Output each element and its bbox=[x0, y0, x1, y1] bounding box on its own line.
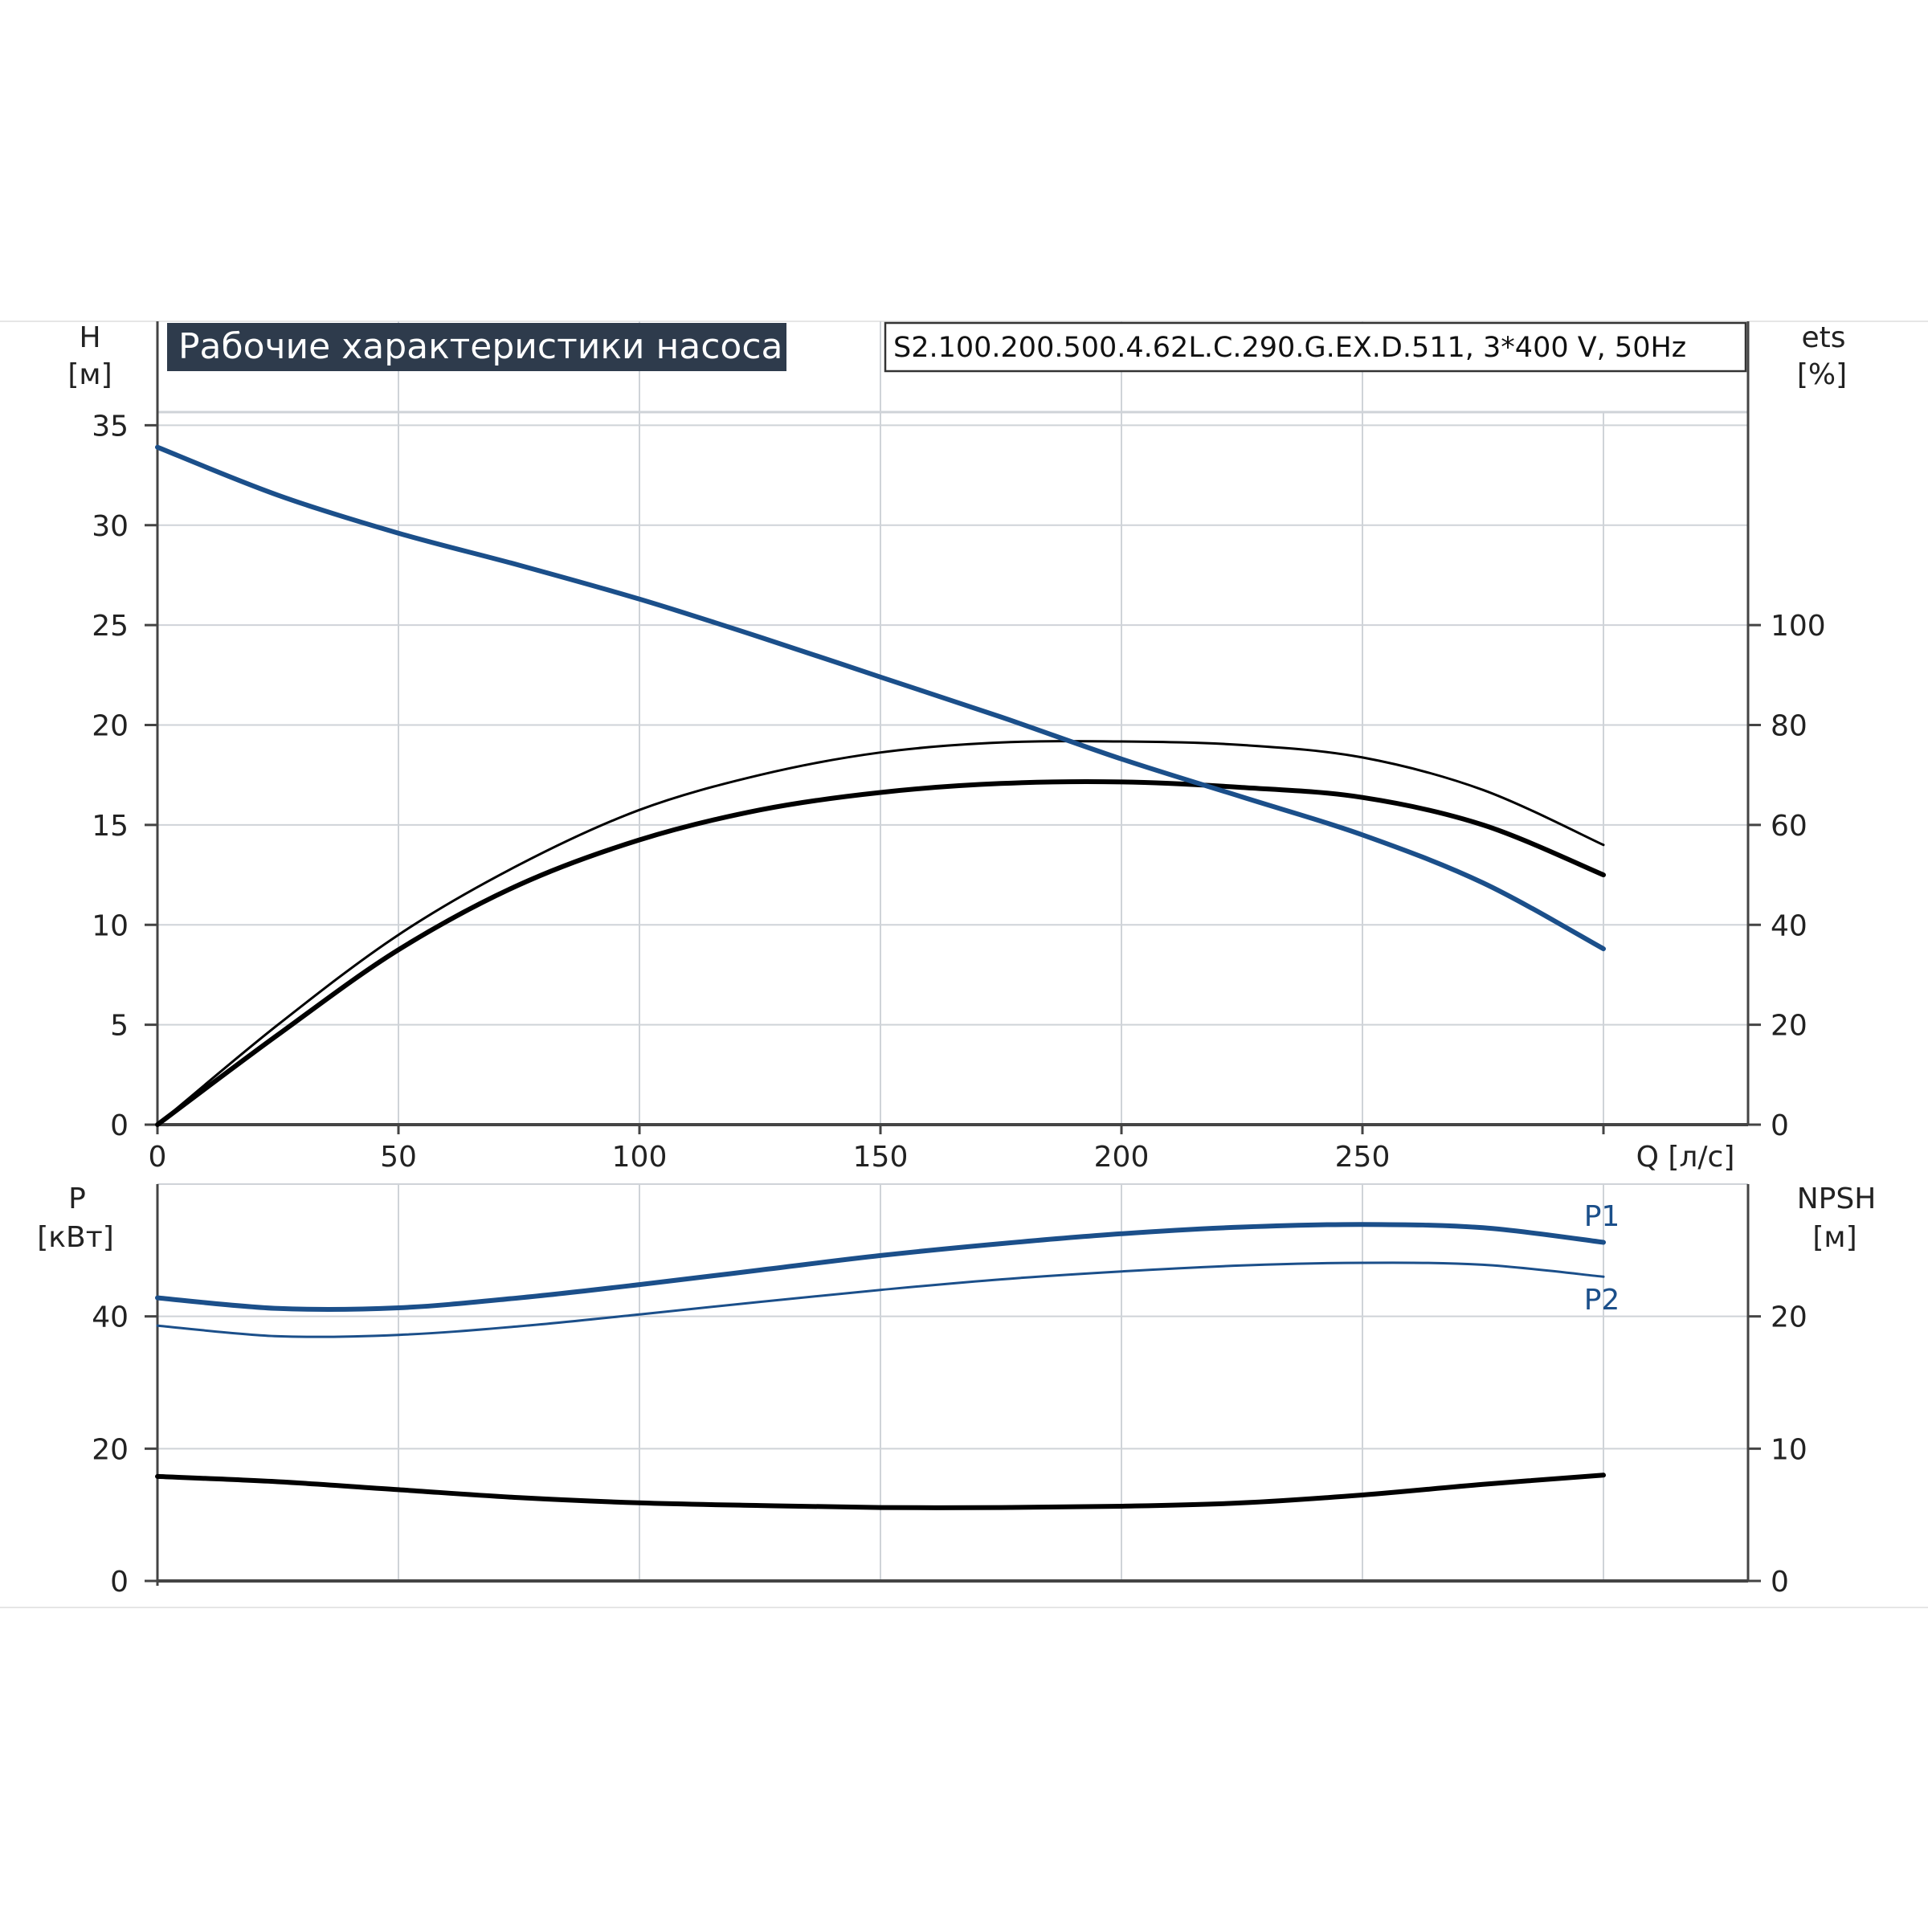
top-xtick-label-250: 250 bbox=[1335, 1141, 1391, 1174]
npsh-axis-title: NPSH bbox=[1797, 1182, 1877, 1215]
top-ytick-label-35: 35 bbox=[92, 410, 129, 443]
top-xtick-label-150: 150 bbox=[853, 1141, 909, 1174]
top-xtick-label-0: 0 bbox=[149, 1141, 167, 1174]
series-label-p2: P2 bbox=[1584, 1284, 1620, 1317]
top-y2tick-label-40: 40 bbox=[1771, 909, 1808, 942]
top-y2tick-label-100: 100 bbox=[1771, 610, 1826, 643]
top-ytick-label-0: 0 bbox=[110, 1109, 129, 1142]
bottom-y2tick-label-0: 0 bbox=[1771, 1566, 1789, 1599]
top-ytick-label-5: 5 bbox=[110, 1010, 129, 1043]
head-curve bbox=[155, 444, 1606, 952]
y2-axis-unit: [%] bbox=[1797, 358, 1847, 391]
npsh-curve bbox=[155, 1472, 1606, 1510]
bottom-y2tick-label-10: 10 bbox=[1771, 1433, 1808, 1466]
bottom-ytick-label-20: 20 bbox=[92, 1433, 129, 1466]
efficiency-curve-thick bbox=[155, 779, 1606, 1127]
p-axis-title: P bbox=[68, 1182, 86, 1215]
top-ytick-label-25: 25 bbox=[92, 610, 129, 643]
top-xtick-label-50: 50 bbox=[380, 1141, 417, 1174]
bottom-ytick-label-0: 0 bbox=[110, 1566, 129, 1599]
efficiency-curve-thin bbox=[156, 740, 1605, 1126]
top-y2tick-label-60: 60 bbox=[1771, 810, 1808, 843]
x-axis-label: Q [л/с] bbox=[1636, 1141, 1735, 1174]
top-xtick-label-100: 100 bbox=[612, 1141, 668, 1174]
model-label: S2.100.200.500.4.62L.C.290.G.EX.D.511, 3… bbox=[893, 332, 1686, 364]
top-y2tick-label-20: 20 bbox=[1771, 1010, 1808, 1043]
p-axis-unit: [кВт] bbox=[37, 1221, 114, 1254]
series-label-p1: P1 bbox=[1584, 1200, 1620, 1233]
bottom-ytick-label-40: 40 bbox=[92, 1301, 129, 1334]
y-axis-unit: [м] bbox=[67, 358, 112, 391]
top-ytick-label-30: 30 bbox=[92, 510, 129, 543]
top-ytick-label-10: 10 bbox=[92, 909, 129, 942]
p2-curve bbox=[156, 1261, 1605, 1338]
top-ytick-label-20: 20 bbox=[92, 710, 129, 743]
top-y2tick-label-80: 80 bbox=[1771, 710, 1808, 743]
npsh-axis-unit: [м] bbox=[1812, 1221, 1857, 1254]
y2-axis-title: ets bbox=[1801, 321, 1845, 354]
model-box bbox=[884, 321, 1747, 373]
chart-title: Рабочие характеристики насоса bbox=[178, 326, 782, 367]
title-box bbox=[167, 323, 786, 371]
bottom-y2tick-label-20: 20 bbox=[1771, 1301, 1808, 1334]
p1-curve bbox=[155, 1222, 1606, 1313]
top-xtick-label-200: 200 bbox=[1094, 1141, 1150, 1174]
top-ytick-label-15: 15 bbox=[92, 810, 129, 843]
y-axis-title: H bbox=[79, 321, 100, 354]
top-y2tick-label-0: 0 bbox=[1771, 1109, 1789, 1142]
